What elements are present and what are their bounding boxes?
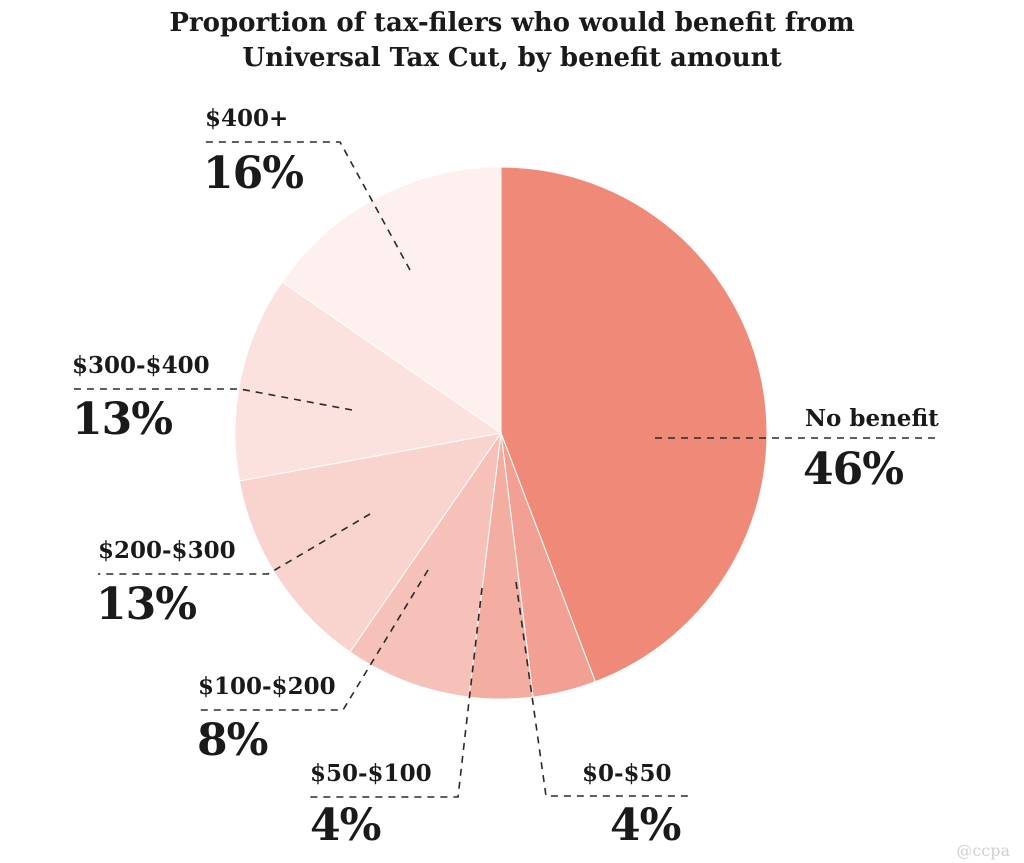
pie-slice-200-300 <box>238 432 503 653</box>
leader-100-200 <box>197 569 429 711</box>
value-400-plus: 16% <box>203 148 303 199</box>
leader-50-100 <box>310 587 483 798</box>
pie-slice-100-200 <box>349 432 502 698</box>
label-no-benefit: No benefit <box>805 405 939 432</box>
label-50-100: $50-$100 <box>310 760 432 787</box>
chart-title-line-1: Proportion of tax-filers who would benef… <box>169 8 854 38</box>
label-100-200: $100-$200 <box>198 673 336 700</box>
value-0-50: 4% <box>610 800 681 851</box>
watermark: @ccpa <box>956 841 1010 860</box>
leader-lines <box>72 141 940 798</box>
value-50-100: 4% <box>310 800 381 851</box>
label-300-400: $300-$400 <box>72 352 210 379</box>
label-0-50: $0-$50 <box>582 760 672 787</box>
label-400-plus: $400+ <box>205 105 288 132</box>
pie-slice-300-400 <box>234 281 503 482</box>
leader-400-plus <box>200 141 411 271</box>
leader-0-50 <box>515 581 690 797</box>
value-200-300: 13% <box>96 579 196 630</box>
leader-200-300 <box>98 513 371 575</box>
label-200-300: $200-$300 <box>98 537 236 564</box>
pie-slices <box>234 166 768 700</box>
chart-title-line-2: Universal Tax Cut, by benefit amount <box>242 43 781 73</box>
value-no-benefit: 46% <box>803 444 903 495</box>
value-300-400: 13% <box>72 394 172 445</box>
pie-slice-no-benefit <box>500 166 768 683</box>
pie-slice-400-plus <box>281 166 502 434</box>
value-100-200: 8% <box>197 715 268 766</box>
leader-300-400 <box>72 388 353 411</box>
slice-labels: No benefit 46% $0-$50 4% $50-$100 4% $10… <box>72 105 939 851</box>
